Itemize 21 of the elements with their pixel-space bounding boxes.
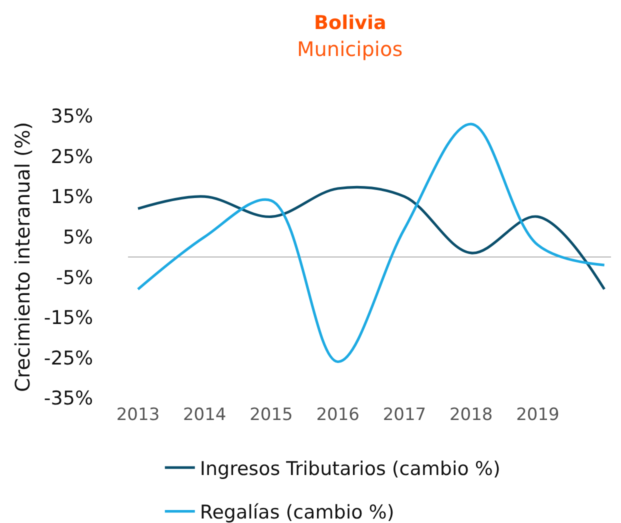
x-tick-label: 2013 [116,405,160,425]
x-tick-label: 2014 [182,405,226,425]
chart-subtitle: Municipios [297,37,403,61]
x-tick-label: 2017 [382,405,426,425]
line-series [136,122,606,364]
x-tick-label: 2019 [516,405,560,425]
y-tick-label: -15% [44,307,93,330]
y-tick-label: -25% [44,347,93,370]
y-tick-label: 35% [50,106,93,128]
y-tick-label: 5% [62,226,93,249]
x-tick-label: 2016 [316,405,360,425]
x-tick-label: 2015 [250,405,293,425]
y-axis-title: Crecimiento interanual (%) [10,122,34,392]
legend-label: Ingresos Tributarios (cambio %) [200,458,500,480]
chart-title: Bolivia [314,12,386,34]
y-tick-label: -5% [56,266,93,289]
y-tick-label: 25% [50,146,93,168]
x-tick-label: 2018 [449,405,493,425]
legend-label: Regalías (cambio %) [200,502,394,523]
y-tick-label: 15% [50,186,93,208]
y-tick-label: -35% [44,388,93,410]
